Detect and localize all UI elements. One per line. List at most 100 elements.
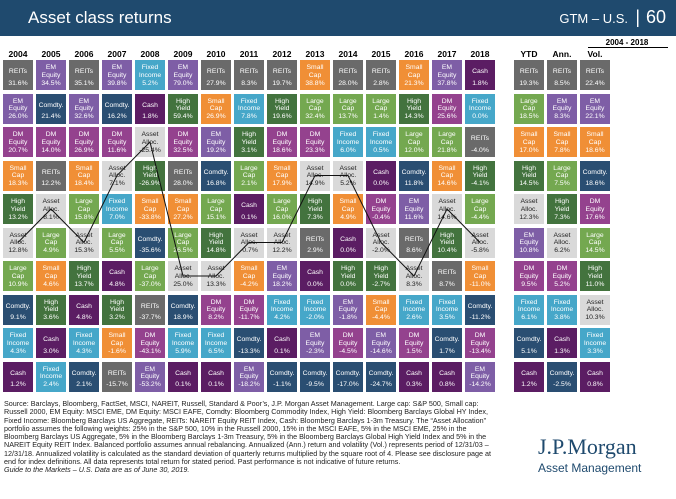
cell-value-label: 11.8% bbox=[404, 180, 424, 187]
cell-value-label: -1.6% bbox=[108, 347, 126, 355]
cell-asset-label: High Yield bbox=[439, 231, 455, 247]
cell-value-label: 18.6% bbox=[272, 146, 292, 154]
cell-asset-alloc: Asset Alloc. 14.6% bbox=[432, 194, 462, 224]
cell-dm-equity: DM Equity -11.7% bbox=[234, 294, 264, 325]
cell-value-label: 0.1% bbox=[274, 347, 290, 355]
cell-value-label: 17.9% bbox=[272, 180, 292, 187]
cell-value-label: -53.2% bbox=[139, 381, 161, 388]
cell-asset-label: High Yield bbox=[307, 198, 323, 213]
cell-value-label: 7.1% bbox=[109, 180, 125, 187]
cell-value-label: 21.8% bbox=[437, 146, 457, 154]
cell-asset-label: Cash bbox=[406, 369, 422, 377]
cell-em-equity: EM Equity 8.3% bbox=[547, 93, 577, 124]
cell-value-label: 1.2% bbox=[10, 381, 26, 388]
cell-value-label: 13.7% bbox=[74, 280, 94, 288]
cell-value-label: -15.7% bbox=[106, 381, 128, 388]
cell-asset-label: Large Cap bbox=[553, 164, 571, 180]
cell-value-label: 23.3% bbox=[305, 146, 325, 154]
cell-value-label: -4.2% bbox=[240, 280, 258, 288]
cell-dm-equity: DM Equity 23.3% bbox=[300, 127, 330, 157]
cell-small-cap: Small Cap 18.3% bbox=[3, 160, 33, 191]
cell-high-yield: High Yield 14.5% bbox=[514, 160, 544, 191]
cell-value-label: 18.5% bbox=[519, 113, 539, 120]
cell-value-label: -2.0% bbox=[306, 314, 324, 321]
column-header-2017: 2017 bbox=[437, 49, 457, 59]
cell-small-cap: Small Cap 26.9% bbox=[201, 93, 231, 124]
cell-value-label: 7.3% bbox=[554, 213, 570, 221]
cell-large-cap: Large Cap 21.8% bbox=[432, 127, 462, 157]
cell-asset-label: Comdty. bbox=[5, 302, 31, 310]
cell-value-label: 10.4% bbox=[437, 247, 457, 254]
cell-value-label: 4.8% bbox=[76, 314, 92, 321]
cell-reits: REITs -37.7% bbox=[135, 294, 165, 325]
cell-value-label: 0.8% bbox=[439, 381, 455, 388]
cell-asset-label: Asset Alloc. bbox=[520, 198, 538, 213]
cell-value-label: 26.9% bbox=[74, 146, 94, 154]
cell-fixed-income: Fixed Income 7.8% bbox=[234, 93, 264, 124]
cell-asset-label: REITs bbox=[305, 235, 325, 243]
cell-asset-label: Asset Alloc. bbox=[75, 231, 93, 247]
cell-asset-label: Large Cap bbox=[273, 198, 291, 213]
cell-asset-label: Cash bbox=[472, 68, 488, 75]
cell-fixed-income: Fixed Income 3.5% bbox=[432, 294, 462, 325]
cell-value-label: 10.8% bbox=[519, 247, 539, 254]
cell-asset-label: Comdty. bbox=[516, 336, 542, 343]
cell-fixed-income: Fixed Income 0.5% bbox=[366, 127, 396, 157]
cell-asset-label: Large Cap bbox=[586, 231, 604, 247]
cell-asset-label: Small Cap bbox=[586, 131, 604, 146]
cell-reits: REITs 8.7% bbox=[432, 261, 462, 291]
cell-value-label: 13.2% bbox=[8, 213, 28, 221]
cell-small-cap: Small Cap 17.9% bbox=[267, 160, 297, 191]
cell-value-label: 14.6% bbox=[437, 213, 457, 221]
cell-value-label: 5.9% bbox=[175, 347, 191, 355]
cell-asset-label: Asset Alloc. bbox=[273, 231, 291, 247]
cell-dm-equity: DM Equity 9.5% bbox=[514, 261, 544, 291]
cell-asset-label: DM Equity bbox=[552, 265, 572, 280]
returns-grid: 2004 2005 2006 2007 2008 2009 2010 2011 2012 2013… bbox=[3, 49, 610, 392]
cell-asset-label: High Yield bbox=[175, 97, 191, 113]
header-divider: | bbox=[635, 7, 640, 27]
cell-value-label: 2.9% bbox=[307, 247, 323, 254]
cell-asset-label: Large Cap bbox=[471, 198, 489, 213]
cell-asset-label: High Yield bbox=[406, 97, 422, 113]
cell-high-yield: High Yield 13.2% bbox=[3, 194, 33, 224]
cell-asset-alloc: Asset Alloc. 10.3% bbox=[580, 294, 610, 325]
cell-value-label: 37.8% bbox=[437, 79, 457, 87]
cell-value-label: 1.4% bbox=[373, 113, 389, 120]
cell-value-label: -0.4% bbox=[372, 213, 390, 221]
cell-value-label: 14.8% bbox=[206, 247, 226, 254]
cell-asset-label: High Yield bbox=[340, 265, 356, 280]
cell-value-label: 14.9% bbox=[305, 180, 325, 187]
cell-asset-label: Comdty. bbox=[549, 369, 575, 377]
cell-value-label: -1.1% bbox=[273, 381, 291, 388]
source-note: Source: Barclays, Bloomberg, FactSet, MS… bbox=[4, 399, 492, 475]
cell-em-equity: EM Equity -2.3% bbox=[300, 328, 330, 358]
cell-value-label: 4.6% bbox=[43, 280, 59, 288]
cell-asset-alloc: Asset Alloc. 25.0% bbox=[168, 261, 198, 291]
cell-value-label: -2.5% bbox=[553, 381, 571, 388]
cell-value-label: 3.1% bbox=[241, 146, 257, 154]
cell-high-yield: High Yield -4.1% bbox=[465, 160, 495, 191]
cell-asset-label: Fixed Income bbox=[270, 298, 294, 314]
cell-reits: REITs 28.0% bbox=[333, 60, 363, 90]
cell-reits: REITs 28.0% bbox=[168, 160, 198, 191]
cell-value-label: 4.9% bbox=[43, 247, 59, 254]
cell-value-label: -11.7% bbox=[238, 314, 260, 321]
cell-value-label: 3.8% bbox=[554, 314, 570, 321]
cell-asset-label: Asset Alloc. bbox=[240, 231, 258, 247]
cell-asset-label: Comdty. bbox=[434, 336, 460, 343]
cell-asset-label: Fixed Income bbox=[468, 97, 492, 113]
cell-asset-label: EM Equity bbox=[8, 97, 28, 113]
jpmorgan-logo: J.P.Morgan Asset Management bbox=[538, 434, 673, 475]
cell-comdty: Comdty. -17.0% bbox=[333, 361, 363, 392]
cell-asset-label: REITs bbox=[206, 68, 226, 75]
cell-high-yield: High Yield -2.7% bbox=[366, 261, 396, 291]
cell-asset-label: Small Cap bbox=[9, 164, 27, 180]
cell-high-yield: High Yield 3.1% bbox=[234, 127, 264, 157]
cell-asset-label: Fixed Income bbox=[550, 298, 574, 314]
cell-value-label: 28.0% bbox=[173, 180, 193, 187]
cell-asset-label: Small Cap bbox=[405, 64, 423, 79]
cell-value-label: 79.0% bbox=[173, 79, 193, 87]
cell-asset-label: Fixed Income bbox=[39, 365, 63, 381]
cell-asset-label: Asset Alloc. bbox=[141, 131, 159, 146]
